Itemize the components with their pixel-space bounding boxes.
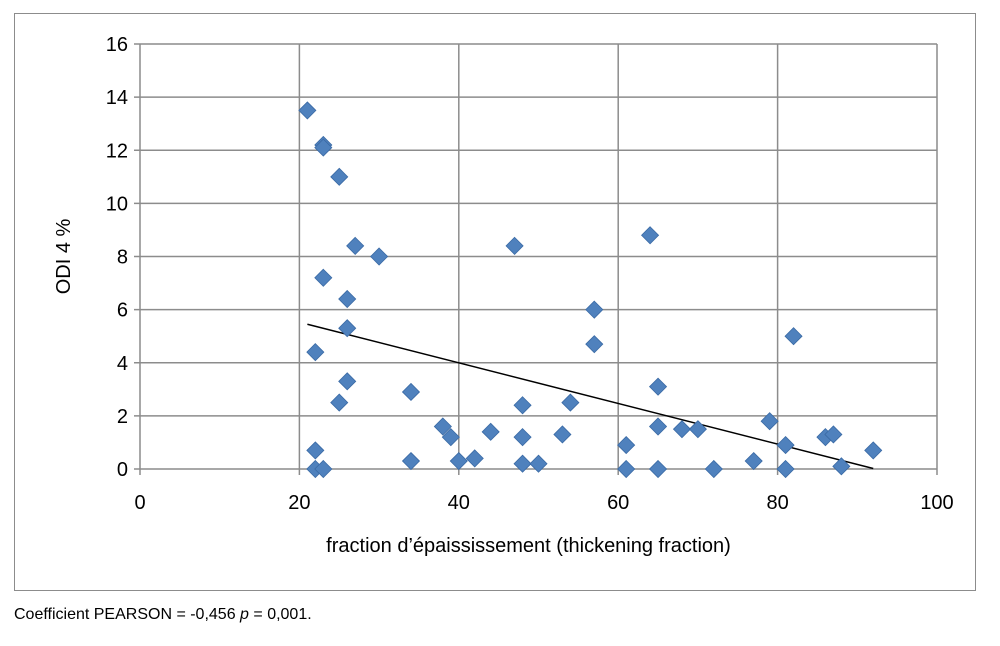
- data-point: [505, 236, 524, 255]
- data-point: [513, 396, 532, 415]
- data-point: [465, 449, 484, 468]
- data-point: [449, 451, 468, 471]
- y-tick-label: 12: [106, 140, 128, 162]
- y-tick-label: 16: [106, 34, 128, 56]
- x-axis-title: fraction d’épaississement (thickening fr…: [326, 535, 731, 557]
- grid-lines: [140, 43, 938, 469]
- data-point: [513, 454, 532, 473]
- y-tick-label: 6: [117, 300, 128, 322]
- data-point: [744, 451, 763, 471]
- data-point: [314, 459, 333, 479]
- data-point: [648, 417, 668, 436]
- data-point: [672, 420, 692, 439]
- chart-frame: 0 2 4 6 8 10 12 14 16 0 20 40 60 80 100 fraction d’épa…: [14, 13, 976, 591]
- y-axis-title: ODI 4 %: [53, 218, 75, 294]
- data-point: [776, 459, 795, 479]
- data-point: [688, 420, 707, 439]
- data-point: [529, 454, 548, 473]
- caption: Coefficient PEARSON = -0,456 p = 0,001.: [14, 606, 312, 624]
- y-tick-label: 8: [117, 247, 128, 269]
- data-point: [330, 167, 349, 186]
- x-tick-label: 0: [134, 492, 145, 514]
- x-tick-label: 40: [448, 492, 470, 514]
- data-point: [314, 138, 333, 157]
- data-points: [298, 101, 883, 479]
- data-point: [481, 422, 500, 441]
- axes: [134, 43, 938, 475]
- y-tick-label: 2: [117, 406, 128, 428]
- caption-suffix: = 0,001.: [248, 606, 312, 623]
- data-point: [433, 417, 452, 436]
- y-tick-label: 14: [106, 87, 128, 109]
- y-tick-label: 4: [117, 353, 128, 375]
- data-point: [306, 441, 325, 460]
- data-point: [585, 300, 604, 319]
- y-tick-label: 0: [117, 459, 128, 481]
- data-point: [641, 226, 660, 245]
- caption-prefix: Coefficient PEARSON = -0,456: [14, 606, 241, 623]
- data-point: [784, 327, 803, 346]
- data-point: [704, 459, 723, 479]
- data-point: [832, 457, 851, 476]
- data-point: [306, 343, 325, 362]
- scatter-chart: 0 2 4 6 8 10 12 14 16 0 20 40 60 80 100 fraction d’épa…: [53, 34, 954, 557]
- data-point: [824, 425, 843, 444]
- data-point: [648, 459, 668, 479]
- data-point: [776, 436, 795, 455]
- x-tick-label: 100: [920, 492, 953, 514]
- data-point: [298, 101, 317, 120]
- data-point: [617, 459, 636, 479]
- tick-labels: 0 2 4 6 8 10 12 14 16 0 20 40 60 80 100: [106, 34, 954, 514]
- data-point: [585, 335, 604, 354]
- data-point: [338, 372, 357, 391]
- data-point: [314, 268, 333, 287]
- data-point: [441, 428, 460, 447]
- data-point: [338, 289, 357, 309]
- x-tick-label: 80: [766, 492, 788, 514]
- data-point: [346, 236, 365, 255]
- data-point: [648, 377, 668, 396]
- caption-p-symbol: p: [240, 606, 249, 623]
- data-point: [617, 436, 636, 455]
- data-point: [513, 428, 532, 447]
- data-point: [401, 382, 421, 402]
- data-point: [864, 441, 883, 460]
- data-point: [330, 393, 349, 412]
- data-point: [760, 412, 779, 431]
- data-point: [370, 247, 389, 266]
- x-tick-label: 60: [607, 492, 629, 514]
- data-point: [401, 451, 421, 471]
- data-point: [553, 425, 572, 444]
- y-tick-label: 10: [106, 193, 128, 215]
- data-point: [338, 319, 357, 338]
- x-tick-label: 20: [288, 492, 310, 514]
- data-point: [561, 393, 580, 412]
